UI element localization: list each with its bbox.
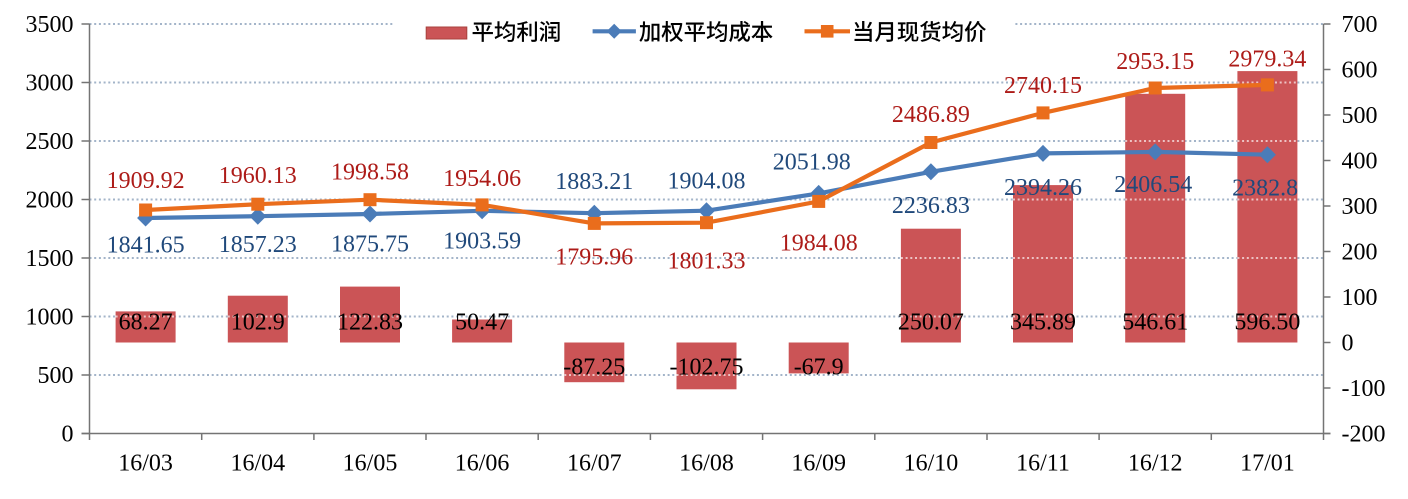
svg-text:546.61: 546.61 — [1122, 310, 1188, 336]
svg-text:2740.15: 2740.15 — [1004, 73, 1082, 99]
svg-text:1954.06: 1954.06 — [443, 166, 521, 192]
svg-text:102.9: 102.9 — [231, 310, 285, 336]
svg-text:2051.98: 2051.98 — [773, 150, 851, 176]
svg-text:1909.92: 1909.92 — [107, 168, 185, 194]
svg-text:1875.75: 1875.75 — [331, 232, 409, 258]
svg-text:2406.54: 2406.54 — [1114, 172, 1192, 198]
svg-text:1998.58: 1998.58 — [331, 160, 409, 186]
svg-text:50.47: 50.47 — [455, 310, 509, 336]
svg-text:16/07: 16/07 — [567, 451, 622, 477]
svg-text:3000: 3000 — [26, 71, 74, 97]
svg-text:3500: 3500 — [26, 12, 74, 38]
svg-text:-87.25: -87.25 — [563, 354, 625, 380]
svg-text:600: 600 — [1342, 58, 1378, 84]
svg-text:1904.08: 1904.08 — [668, 168, 746, 194]
svg-text:68.27: 68.27 — [119, 310, 173, 336]
svg-text:0: 0 — [1342, 331, 1354, 357]
svg-text:1500: 1500 — [26, 246, 74, 272]
svg-text:700: 700 — [1342, 12, 1378, 38]
svg-text:16/10: 16/10 — [904, 451, 959, 477]
svg-text:2382.8: 2382.8 — [1232, 176, 1298, 202]
svg-text:16/08: 16/08 — [679, 451, 734, 477]
svg-text:16/03: 16/03 — [118, 451, 173, 477]
svg-text:-100: -100 — [1342, 376, 1386, 402]
svg-text:1801.33: 1801.33 — [668, 249, 746, 275]
svg-text:1795.96: 1795.96 — [555, 245, 633, 271]
svg-text:16/04: 16/04 — [230, 451, 285, 477]
svg-text:2486.89: 2486.89 — [892, 102, 970, 128]
svg-text:16/06: 16/06 — [455, 451, 510, 477]
svg-text:1857.23: 1857.23 — [219, 232, 297, 258]
svg-text:16/05: 16/05 — [343, 451, 398, 477]
svg-text:1000: 1000 — [26, 305, 74, 331]
svg-text:-102.75: -102.75 — [670, 354, 744, 380]
svg-text:2500: 2500 — [26, 129, 74, 155]
svg-text:500: 500 — [1342, 103, 1378, 129]
svg-text:-67.9: -67.9 — [794, 354, 844, 380]
svg-text:2979.34: 2979.34 — [1228, 47, 1306, 73]
svg-text:300: 300 — [1342, 194, 1378, 220]
svg-text:1841.65: 1841.65 — [107, 233, 185, 259]
svg-text:2953.15: 2953.15 — [1116, 49, 1194, 75]
svg-text:17/01: 17/01 — [1240, 451, 1295, 477]
svg-text:1883.21: 1883.21 — [555, 169, 633, 195]
svg-text:1903.59: 1903.59 — [443, 228, 521, 254]
svg-text:345.89: 345.89 — [1010, 310, 1076, 336]
svg-text:-200: -200 — [1342, 422, 1386, 448]
svg-text:0: 0 — [62, 422, 74, 448]
svg-text:16/12: 16/12 — [1128, 451, 1183, 477]
svg-text:16/11: 16/11 — [1016, 451, 1070, 477]
svg-text:1960.13: 1960.13 — [219, 163, 297, 189]
svg-text:16/09: 16/09 — [791, 451, 846, 477]
svg-text:500: 500 — [38, 363, 74, 389]
svg-text:100: 100 — [1342, 285, 1378, 311]
svg-text:1984.08: 1984.08 — [780, 230, 858, 256]
svg-text:2394.26: 2394.26 — [1004, 175, 1082, 201]
svg-text:2236.83: 2236.83 — [892, 193, 970, 219]
svg-text:400: 400 — [1342, 149, 1378, 175]
svg-text:122.83: 122.83 — [337, 310, 403, 336]
svg-text:250.07: 250.07 — [898, 310, 964, 336]
svg-text:200: 200 — [1342, 240, 1378, 266]
svg-text:2000: 2000 — [26, 188, 74, 214]
svg-text:596.50: 596.50 — [1234, 310, 1300, 336]
